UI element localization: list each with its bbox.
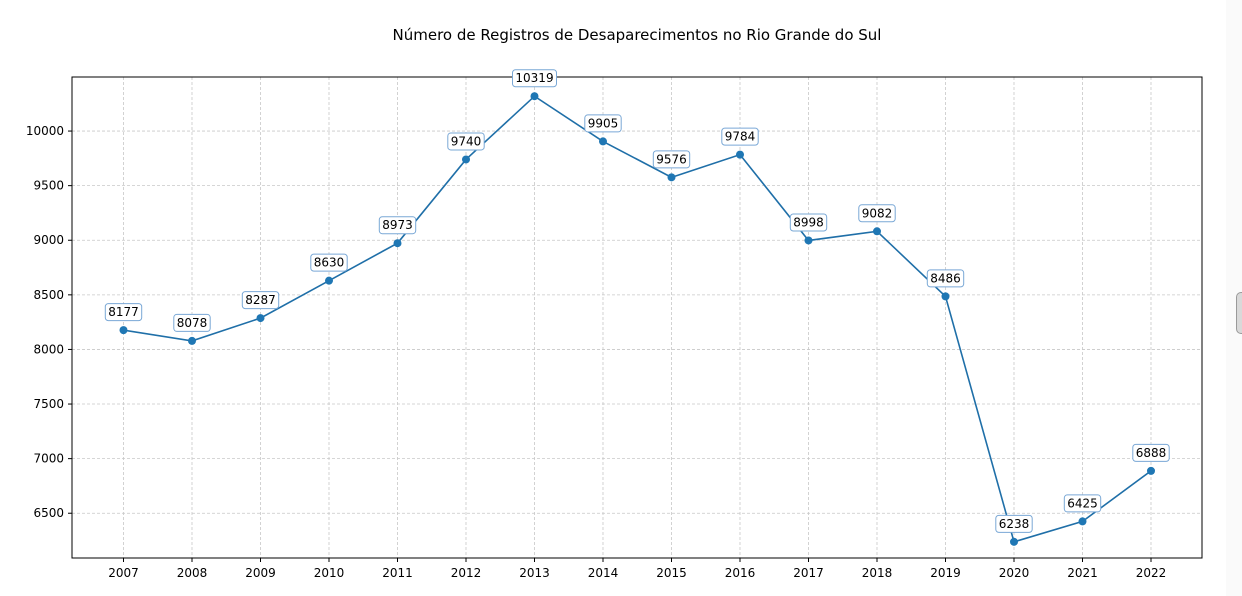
- data-point-marker: [941, 292, 950, 301]
- x-tick-label: 2009: [245, 566, 276, 580]
- x-tick-label: 2008: [177, 566, 208, 580]
- x-tick-label: 2019: [930, 566, 961, 580]
- x-tick-label: 2007: [108, 566, 139, 580]
- grid-lines: [72, 77, 1202, 558]
- data-label-box: [584, 114, 622, 133]
- data-point-marker: [119, 326, 128, 335]
- data-point-marker: [1010, 537, 1018, 546]
- data-label-box: [995, 514, 1033, 533]
- x-tick-label: 2018: [862, 566, 893, 580]
- data-point-marker: [462, 155, 470, 164]
- data-point-marker: [667, 173, 676, 182]
- x-tick-label: 2012: [451, 566, 482, 580]
- data-label-box: [858, 204, 896, 223]
- data-label: 8973: [382, 218, 413, 232]
- chart-title: Número de Registros de Desaparecimentos …: [393, 26, 882, 44]
- x-tick-label: 2016: [725, 566, 756, 580]
- data-label-box: [1132, 443, 1170, 462]
- data-label: 9576: [656, 152, 687, 166]
- data-point-marker: [530, 92, 539, 101]
- x-tick-label: 2013: [519, 566, 550, 580]
- data-label-box: [789, 213, 828, 232]
- x-tick-label: 2015: [656, 566, 687, 580]
- data-label-box: [1063, 494, 1102, 513]
- data-point-marker: [393, 239, 402, 248]
- data-label-box: [241, 291, 280, 310]
- data-label: 9905: [588, 116, 619, 130]
- data-label: 8287: [245, 293, 276, 307]
- data-label-box: [926, 269, 965, 288]
- axes: 2007 2008 2009 2010 2011 2012 2013 2014 2015 2016…: [26, 124, 1166, 580]
- series-group: [119, 92, 1155, 546]
- x-tick-label: 2014: [588, 566, 619, 580]
- data-label: 9082: [862, 206, 893, 220]
- scroll-handle[interactable]: [1236, 292, 1242, 334]
- x-tick-label: 2021: [1067, 566, 1098, 580]
- data-label-box: [104, 303, 143, 322]
- data-label-box: [512, 69, 557, 88]
- y-tick-label: 6500: [33, 506, 64, 520]
- data-label: 9784: [725, 130, 756, 144]
- x-tick-label: 2010: [314, 566, 345, 580]
- y-tick-label: 10000: [26, 124, 64, 138]
- data-label-box: [652, 150, 691, 169]
- y-tick-label: 9000: [33, 233, 64, 247]
- window-edge-strip: [1226, 0, 1242, 596]
- data-point-marker: [256, 314, 265, 323]
- data-label: 6425: [1067, 496, 1098, 510]
- x-tick-label: 2020: [999, 566, 1030, 580]
- y-tick-label: 7000: [33, 452, 64, 466]
- data-point-marker: [873, 227, 881, 236]
- data-labels: 8177 8078 8287 8630 8973 9740 10319 9905 9576 978…: [104, 69, 1170, 533]
- data-label: 8078: [177, 316, 208, 330]
- data-label: 8486: [930, 271, 961, 285]
- data-point-marker: [188, 336, 196, 345]
- data-point-marker: [1147, 466, 1155, 475]
- x-tick-label: 2011: [382, 566, 413, 580]
- y-tick-label: 7500: [33, 397, 64, 411]
- data-label: 9740: [451, 134, 482, 148]
- y-tick-label: 8500: [33, 288, 64, 302]
- data-label-box: [721, 127, 759, 146]
- data-label: 8177: [108, 305, 139, 319]
- data-point-marker: [736, 150, 744, 159]
- y-tick-label: 8000: [33, 342, 64, 356]
- data-label: 10319: [515, 71, 553, 85]
- data-label-box: [310, 253, 348, 272]
- data-point-marker: [599, 137, 607, 146]
- data-point-marker: [804, 236, 813, 245]
- data-point-marker: [325, 276, 333, 285]
- data-label-box: [447, 132, 485, 151]
- data-label: 8998: [793, 215, 824, 229]
- data-point-marker: [1078, 517, 1087, 526]
- data-label: 6888: [1136, 446, 1167, 460]
- x-tick-label: 2022: [1136, 566, 1167, 580]
- data-label-box: [378, 216, 417, 235]
- y-tick-label: 9500: [33, 179, 64, 193]
- series-line: [123, 95, 1152, 543]
- x-tick-label: 2017: [793, 566, 824, 580]
- plot-area-frame: [71, 76, 1203, 559]
- data-label: 6238: [999, 517, 1030, 531]
- data-label: 8630: [314, 256, 345, 270]
- data-label-box: [173, 313, 211, 332]
